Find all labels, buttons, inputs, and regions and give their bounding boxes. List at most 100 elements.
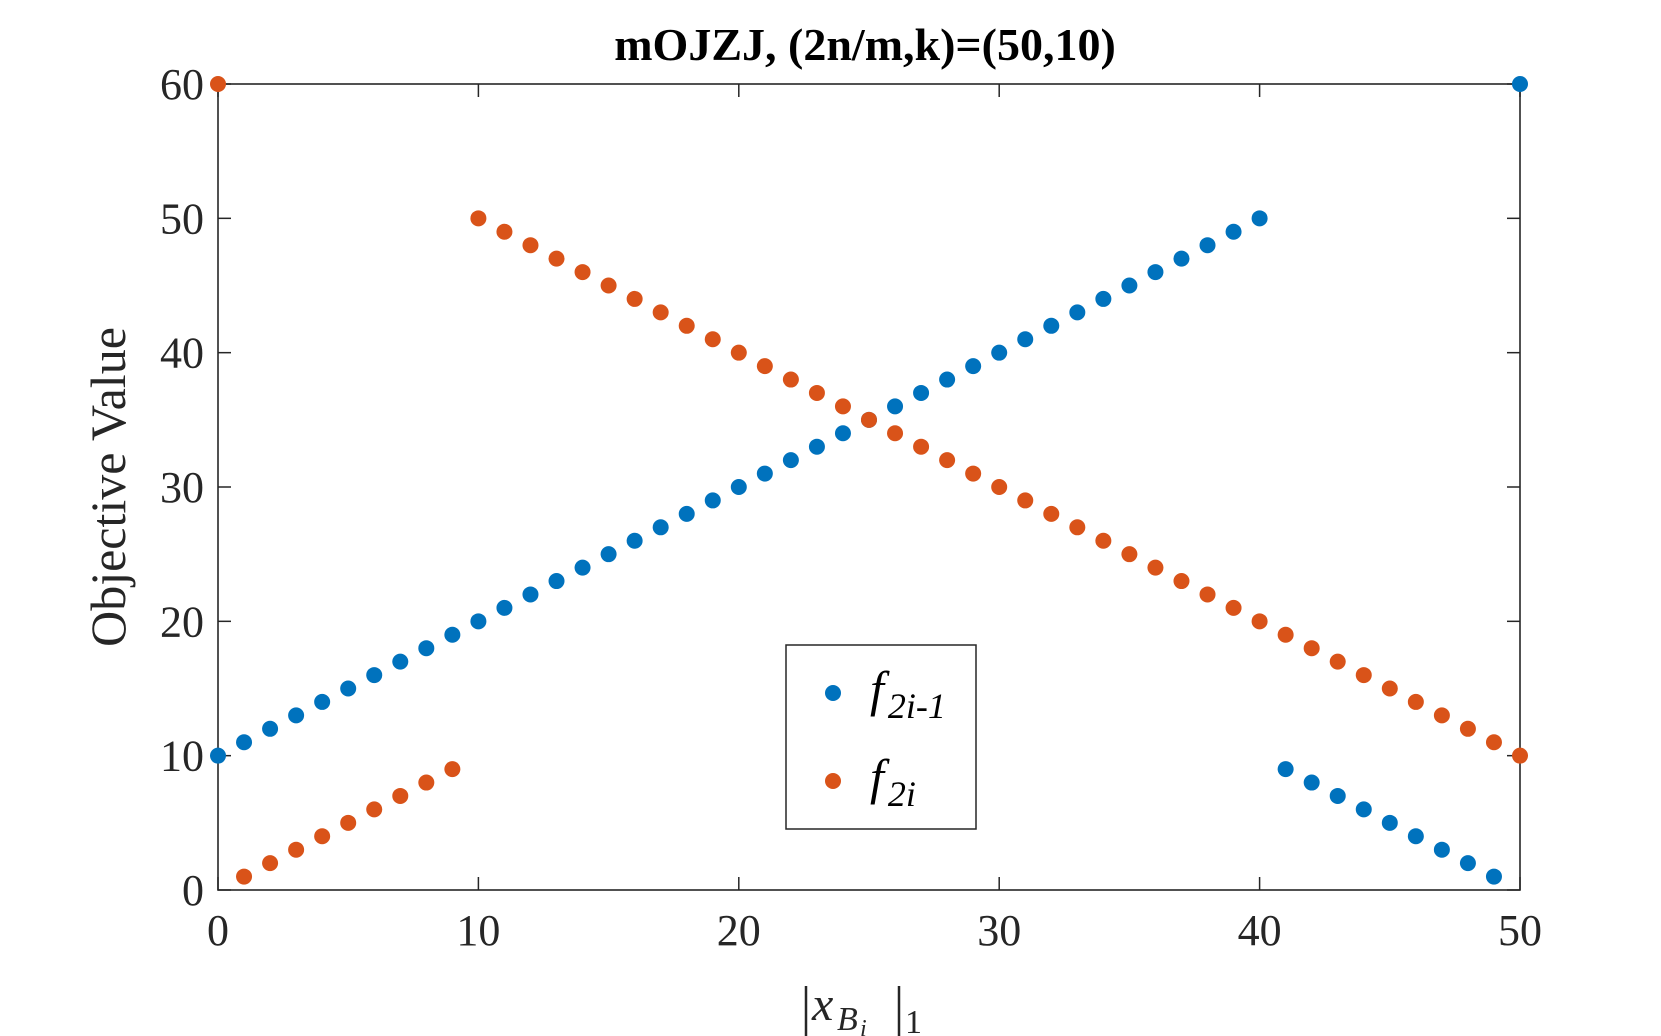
data-point bbox=[1459, 720, 1476, 737]
data-point bbox=[808, 438, 825, 455]
chart-title: mOJZJ, (2n/m,k)=(50,10) bbox=[614, 19, 1116, 70]
data-point bbox=[366, 667, 383, 684]
data-point bbox=[1329, 653, 1346, 670]
data-point bbox=[470, 613, 487, 630]
data-point bbox=[939, 371, 956, 388]
data-point bbox=[1069, 519, 1086, 536]
data-point bbox=[1329, 787, 1346, 804]
data-point bbox=[1381, 680, 1398, 697]
data-point bbox=[418, 774, 435, 791]
data-point bbox=[808, 384, 825, 401]
data-point bbox=[704, 492, 721, 509]
series-1 bbox=[210, 76, 1528, 885]
data-point bbox=[1433, 841, 1450, 858]
data-point bbox=[1303, 774, 1320, 791]
data-point bbox=[1199, 237, 1216, 254]
data-points bbox=[210, 76, 1528, 885]
x-tick-label: 0 bbox=[207, 906, 229, 955]
data-point bbox=[1121, 277, 1138, 294]
data-point bbox=[861, 411, 877, 428]
data-point bbox=[1225, 223, 1242, 240]
data-point bbox=[392, 653, 409, 670]
legend-marker-1 bbox=[825, 685, 841, 701]
x-label-one: 1 bbox=[905, 1004, 922, 1036]
data-point bbox=[1433, 707, 1450, 724]
data-point bbox=[236, 734, 253, 751]
data-point bbox=[652, 519, 669, 536]
data-point bbox=[392, 787, 409, 804]
y-tick-label: 30 bbox=[160, 463, 204, 512]
legend-label-2-sub: 2i bbox=[888, 774, 916, 814]
data-point bbox=[1225, 599, 1242, 616]
x-label-b: B bbox=[837, 1001, 858, 1036]
data-point bbox=[1069, 304, 1086, 321]
data-point bbox=[1459, 855, 1476, 872]
data-point bbox=[1485, 734, 1502, 751]
data-point bbox=[262, 720, 279, 737]
data-point bbox=[1017, 492, 1034, 509]
data-point bbox=[548, 573, 565, 590]
legend-label-1-sub: 2i-1 bbox=[888, 686, 946, 726]
data-point bbox=[288, 707, 305, 724]
data-point bbox=[210, 747, 226, 764]
data-point bbox=[1407, 693, 1424, 710]
data-point bbox=[444, 626, 461, 643]
data-point bbox=[1147, 559, 1164, 576]
data-point bbox=[991, 479, 1008, 495]
data-point bbox=[574, 559, 591, 576]
series-2 bbox=[210, 76, 1528, 885]
data-point bbox=[678, 317, 695, 334]
data-point bbox=[574, 264, 591, 281]
legend-box bbox=[785, 644, 977, 830]
data-point bbox=[262, 855, 279, 872]
data-point bbox=[939, 452, 956, 469]
data-point bbox=[600, 277, 617, 294]
data-point bbox=[1121, 546, 1138, 563]
data-point bbox=[1095, 290, 1112, 307]
data-point bbox=[236, 868, 253, 885]
data-point bbox=[470, 210, 487, 227]
x-tick-labels: 0 10 20 30 40 50 bbox=[207, 906, 1542, 955]
data-point bbox=[1355, 801, 1372, 818]
data-point bbox=[730, 344, 747, 361]
data-point bbox=[1512, 747, 1528, 764]
data-point bbox=[913, 384, 930, 401]
data-point bbox=[600, 546, 617, 563]
data-point bbox=[965, 358, 982, 375]
data-point bbox=[1407, 828, 1424, 845]
x-label-x: x bbox=[811, 978, 833, 1031]
data-point bbox=[756, 465, 773, 482]
data-point bbox=[366, 801, 383, 818]
y-tick-label: 40 bbox=[160, 329, 204, 378]
data-point bbox=[782, 371, 799, 388]
y-tick-label: 60 bbox=[160, 60, 204, 109]
x-tick-label: 20 bbox=[717, 906, 761, 955]
data-point bbox=[1355, 667, 1372, 684]
data-point bbox=[522, 586, 539, 603]
data-point bbox=[887, 425, 904, 442]
data-point bbox=[834, 398, 851, 415]
y-tick-labels: 0 10 20 30 40 50 60 bbox=[160, 60, 204, 915]
x-tick-label: 30 bbox=[977, 906, 1021, 955]
data-point bbox=[1251, 613, 1268, 630]
data-point bbox=[913, 438, 930, 455]
data-point bbox=[652, 304, 669, 321]
data-point bbox=[1512, 76, 1528, 92]
data-point bbox=[965, 465, 982, 482]
data-point bbox=[730, 479, 747, 495]
data-point bbox=[210, 76, 226, 92]
data-point bbox=[991, 344, 1008, 361]
data-point bbox=[704, 331, 721, 348]
data-point bbox=[678, 505, 695, 522]
data-point bbox=[1251, 210, 1268, 227]
y-tick-label: 0 bbox=[182, 866, 204, 915]
data-point bbox=[418, 640, 435, 657]
data-point bbox=[1303, 640, 1320, 657]
x-tick-label: 40 bbox=[1238, 906, 1282, 955]
data-point bbox=[496, 223, 513, 240]
data-point bbox=[1147, 264, 1164, 281]
y-tick-label: 10 bbox=[160, 732, 204, 781]
x-tick-label: 50 bbox=[1498, 906, 1542, 955]
legend-marker-2 bbox=[825, 773, 841, 789]
